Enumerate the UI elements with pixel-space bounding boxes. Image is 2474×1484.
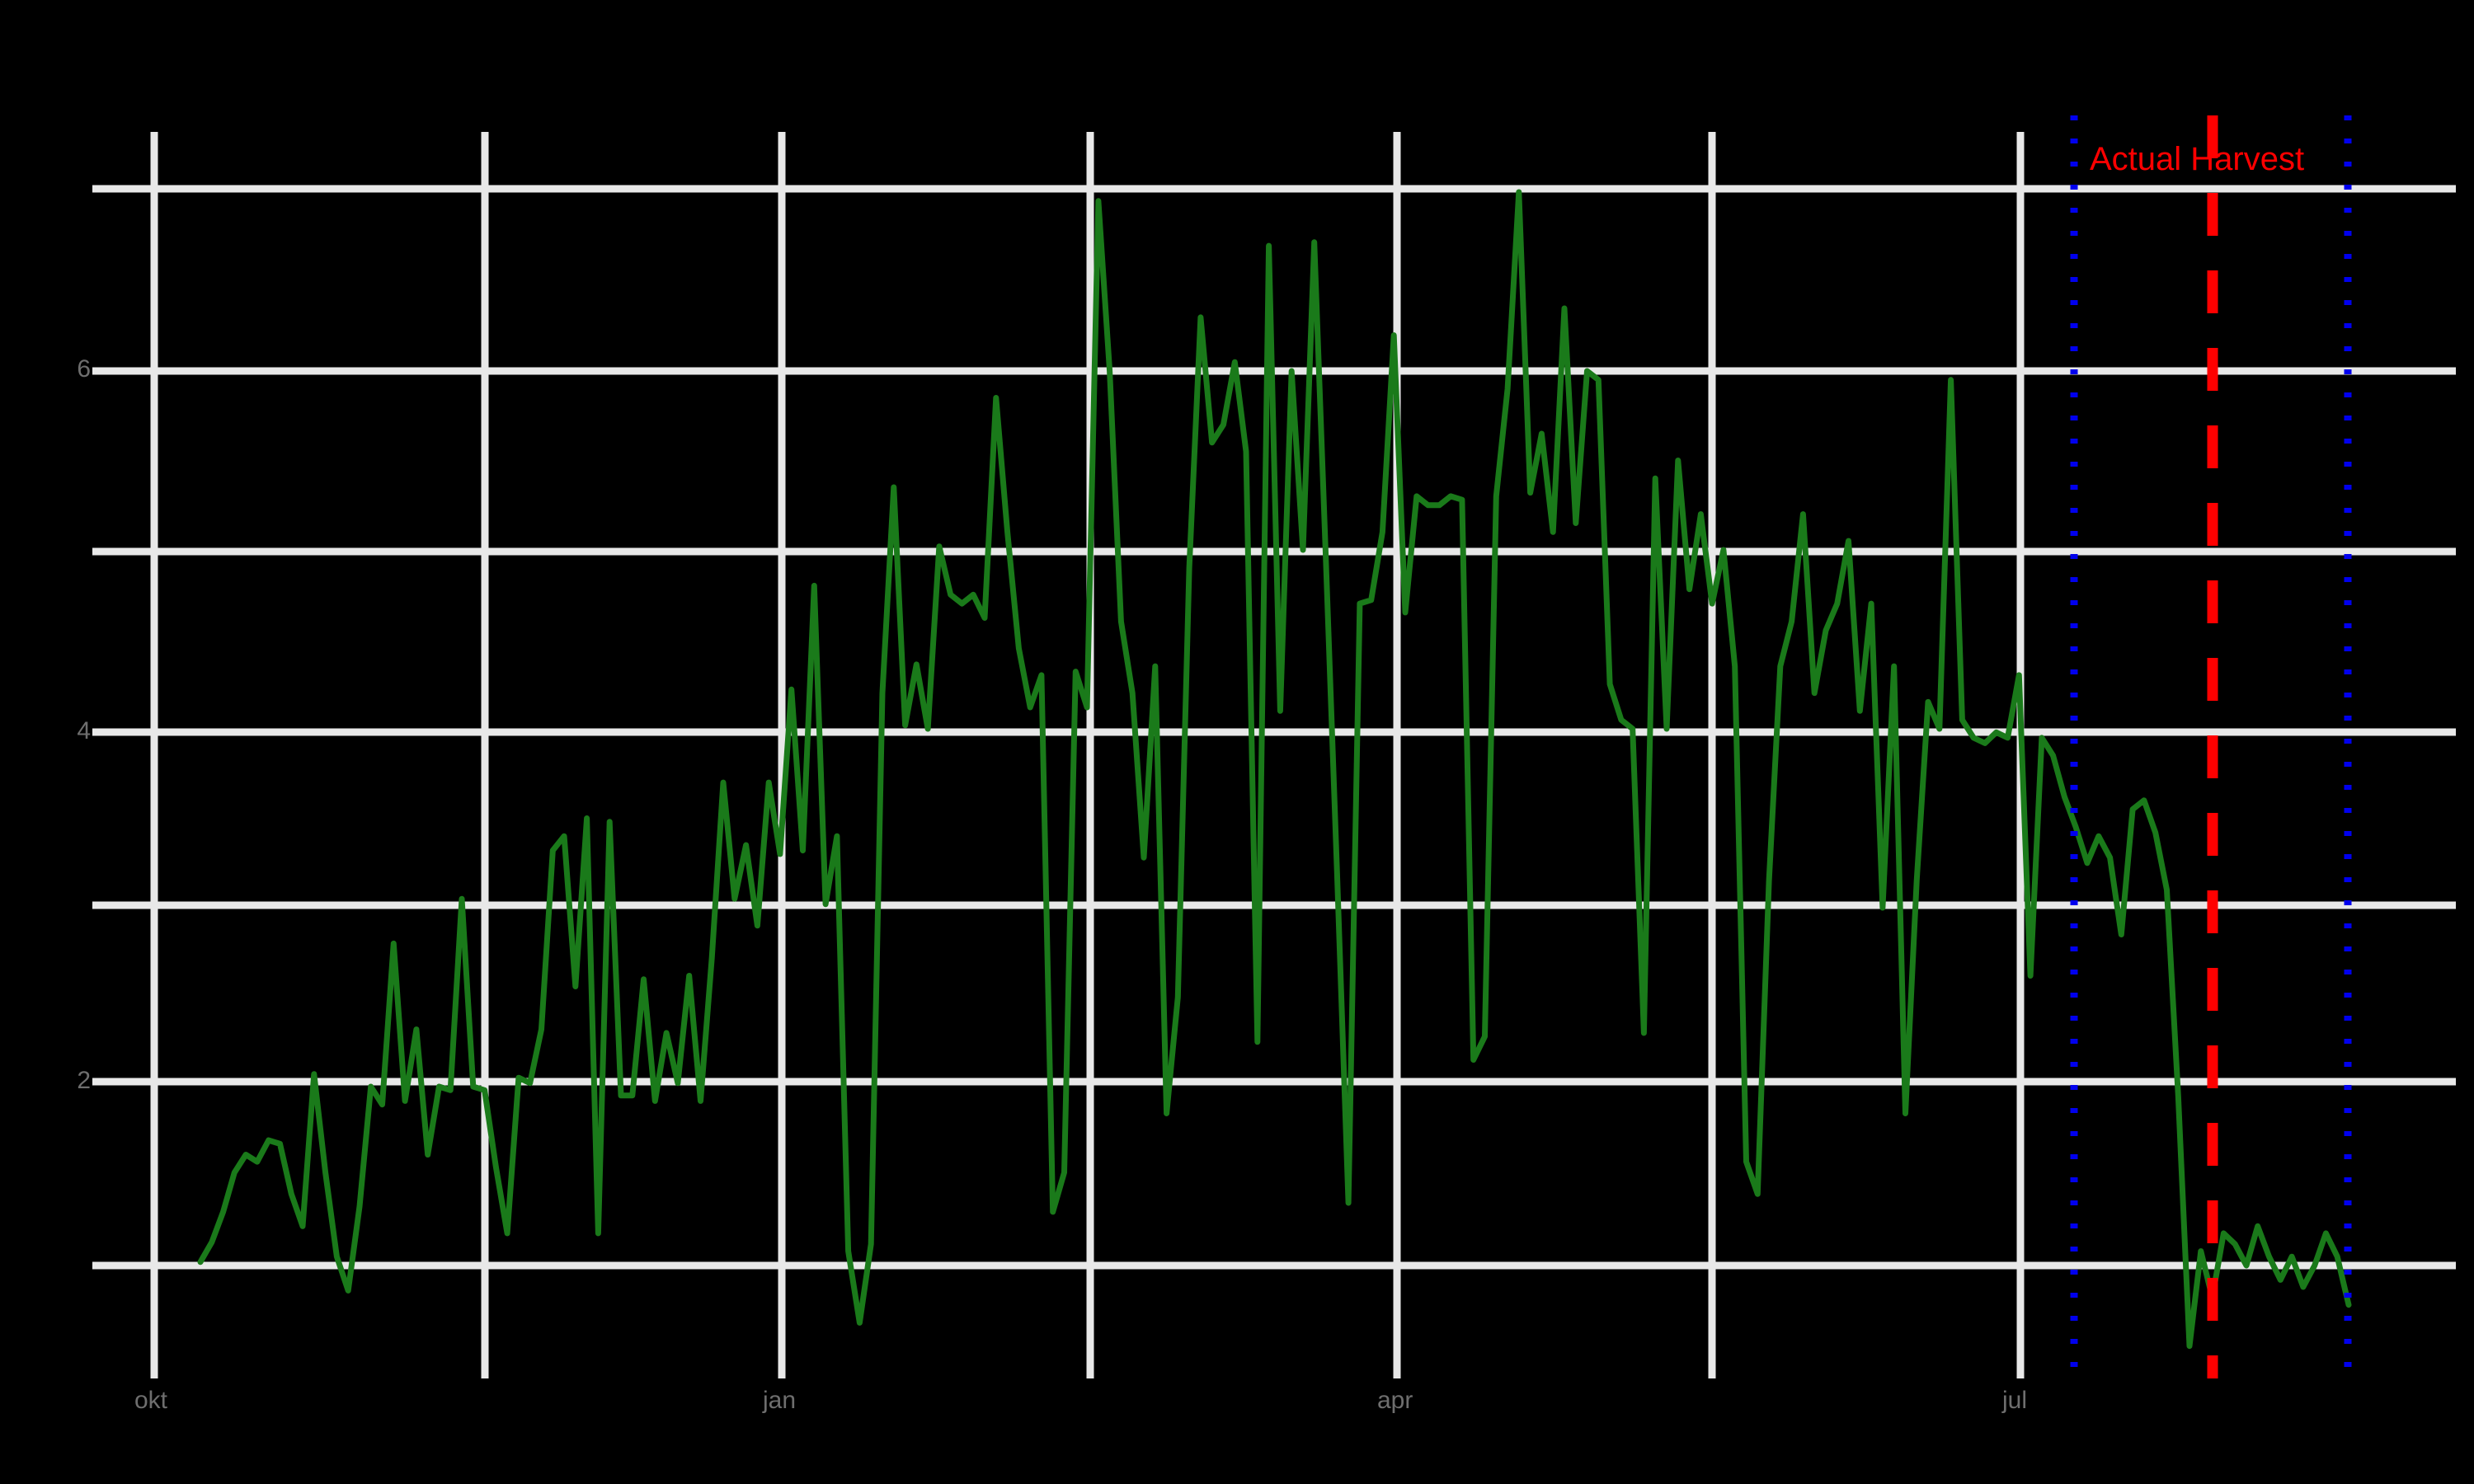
x-tick-label-apr: apr (1377, 1387, 1413, 1414)
x-tick-label-jul: jul (2002, 1387, 2028, 1414)
y-tick-label-6: 6 (77, 355, 91, 383)
x-tick-label-jan: jan (763, 1387, 797, 1414)
x-tick-label-okt: okt (134, 1387, 168, 1414)
series-line-sensor-trace (197, 189, 2352, 1350)
y-tick-label-2: 2 (77, 1067, 91, 1094)
y-tick-label-4: 4 (77, 717, 91, 744)
actual-harvest-label: Actual Harvest (2090, 141, 2305, 177)
vertical-gridlines (150, 132, 2025, 1378)
